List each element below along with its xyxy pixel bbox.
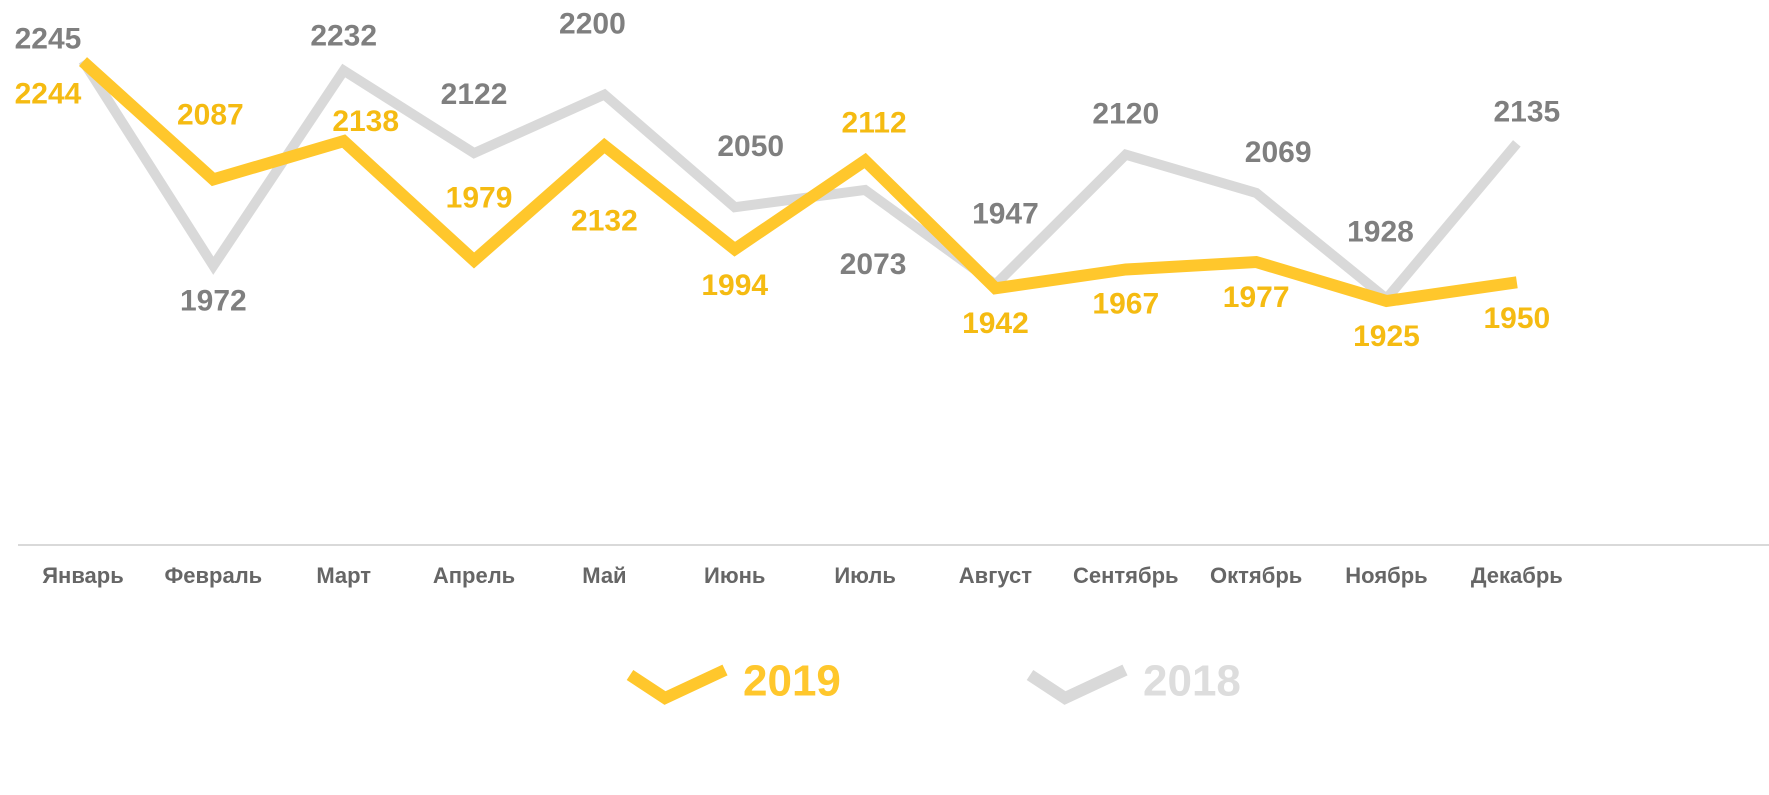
x-tick-label: Август	[959, 563, 1032, 588]
data-label: 2138	[332, 105, 399, 138]
data-label: 1994	[701, 269, 768, 302]
data-label: 2073	[840, 248, 907, 281]
x-tick-label: Октябрь	[1210, 563, 1302, 588]
data-label: 1950	[1483, 302, 1550, 335]
data-label: 1928	[1347, 216, 1414, 249]
x-tick-label: Апрель	[433, 563, 515, 588]
data-label: 2244	[15, 77, 82, 110]
data-label: 2245	[15, 23, 82, 56]
x-tick-label: Декабрь	[1471, 563, 1563, 588]
data-label: 1977	[1223, 281, 1290, 314]
x-tick-label: Сентябрь	[1073, 563, 1179, 588]
x-tick-label: Январь	[42, 563, 124, 588]
x-tick-label: Февраль	[164, 563, 262, 588]
data-label: 1972	[180, 285, 247, 318]
data-label: 1947	[972, 197, 1039, 230]
x-tick-label: Июнь	[704, 563, 765, 588]
x-tick-label: Май	[582, 563, 626, 588]
x-tick-label: Март	[316, 563, 371, 588]
legend-icon	[626, 664, 728, 705]
data-label: 1942	[962, 307, 1029, 340]
data-label: 2122	[441, 78, 508, 111]
legend-icon	[1026, 664, 1128, 705]
data-label: 2135	[1493, 95, 1560, 128]
data-label: 2232	[310, 19, 377, 52]
data-label: 2087	[177, 98, 244, 131]
x-tick-label: Июль	[834, 563, 896, 588]
legend-label: 2018	[1143, 657, 1241, 706]
data-label: 2112	[842, 107, 907, 140]
data-label: 2050	[717, 130, 784, 163]
data-label: 2069	[1245, 136, 1312, 169]
line	[78, 58, 1521, 306]
data-label: 1967	[1092, 287, 1159, 320]
data-label: 2120	[1092, 98, 1159, 131]
line	[78, 57, 1518, 308]
data-label: 1979	[446, 181, 513, 214]
x-tick-label: Ноябрь	[1345, 563, 1427, 588]
data-label: 1925	[1353, 320, 1420, 353]
legend-label: 2019	[743, 657, 841, 706]
data-label: 2200	[559, 8, 626, 41]
data-label: 2132	[571, 205, 638, 238]
